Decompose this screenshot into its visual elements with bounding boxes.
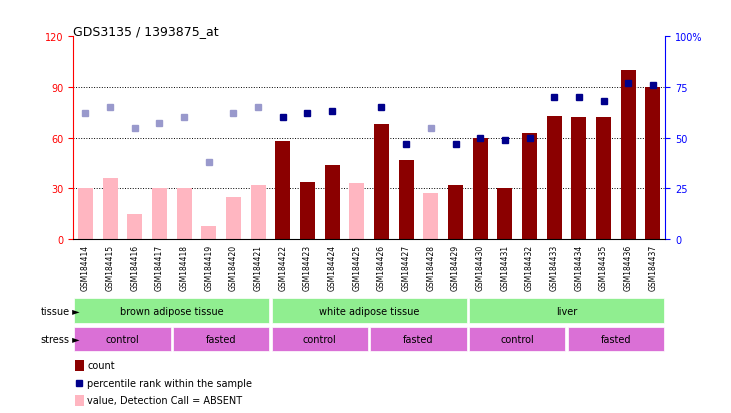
Text: control: control	[303, 334, 337, 344]
Text: GSM184436: GSM184436	[624, 244, 633, 290]
Bar	[152, 189, 167, 240]
Text: GSM184417: GSM184417	[155, 244, 164, 290]
Bar	[75, 395, 84, 406]
Text: GSM184416: GSM184416	[130, 244, 140, 290]
Text: GSM184431: GSM184431	[500, 244, 510, 290]
Text: GSM184434: GSM184434	[575, 244, 583, 290]
Bar	[251, 185, 265, 240]
Text: GSM184429: GSM184429	[451, 244, 460, 290]
Text: GSM184423: GSM184423	[303, 244, 312, 290]
Text: control: control	[105, 334, 140, 344]
Text: GSM184418: GSM184418	[180, 244, 189, 290]
Bar	[374, 125, 389, 240]
Bar	[272, 327, 368, 351]
Bar	[202, 226, 216, 240]
Bar	[300, 182, 315, 240]
Text: GSM184430: GSM184430	[476, 244, 485, 290]
Bar	[568, 327, 664, 351]
Text: tissue: tissue	[40, 306, 69, 316]
Text: GSM184426: GSM184426	[377, 244, 386, 290]
Bar	[399, 160, 414, 240]
Text: ►: ►	[69, 334, 80, 344]
Bar	[226, 197, 241, 240]
Bar	[173, 327, 269, 351]
Bar	[572, 118, 586, 240]
Text: GSM184420: GSM184420	[229, 244, 238, 290]
Bar	[177, 189, 192, 240]
Bar	[75, 360, 84, 371]
Text: GSM184421: GSM184421	[254, 244, 262, 290]
Text: GSM184435: GSM184435	[599, 244, 608, 290]
Bar	[371, 327, 466, 351]
Text: GSM184415: GSM184415	[105, 244, 115, 290]
Text: fasted: fasted	[404, 334, 433, 344]
Bar	[127, 214, 143, 240]
Bar	[645, 88, 660, 240]
Bar	[78, 189, 93, 240]
Bar	[596, 118, 611, 240]
Bar	[469, 299, 664, 323]
Text: control: control	[500, 334, 534, 344]
Text: GSM184428: GSM184428	[426, 244, 436, 290]
Text: GSM184419: GSM184419	[204, 244, 213, 290]
Text: GSM184437: GSM184437	[648, 244, 657, 290]
Bar	[102, 179, 118, 240]
Text: GSM184422: GSM184422	[279, 244, 287, 290]
Bar	[473, 138, 488, 240]
Bar	[75, 327, 170, 351]
Text: ►: ►	[69, 306, 80, 316]
Bar	[272, 299, 466, 323]
Text: stress: stress	[40, 334, 69, 344]
Text: value, Detection Call = ABSENT: value, Detection Call = ABSENT	[87, 395, 243, 405]
Bar	[522, 133, 537, 240]
Bar	[621, 71, 636, 240]
Bar	[469, 327, 565, 351]
Text: GSM184414: GSM184414	[81, 244, 90, 290]
Text: GSM184427: GSM184427	[401, 244, 411, 290]
Text: GSM184424: GSM184424	[327, 244, 337, 290]
Text: brown adipose tissue: brown adipose tissue	[120, 306, 224, 316]
Text: liver: liver	[556, 306, 577, 316]
Bar	[75, 299, 269, 323]
Text: GDS3135 / 1393875_at: GDS3135 / 1393875_at	[73, 25, 219, 38]
Text: count: count	[87, 360, 115, 370]
Text: fasted: fasted	[601, 334, 631, 344]
Bar	[276, 142, 290, 240]
Text: GSM184432: GSM184432	[525, 244, 534, 290]
Bar	[448, 185, 463, 240]
Text: GSM184433: GSM184433	[550, 244, 558, 290]
Bar	[497, 189, 512, 240]
Bar	[423, 194, 439, 240]
Text: fasted: fasted	[206, 334, 236, 344]
Text: white adipose tissue: white adipose tissue	[319, 306, 420, 316]
Text: GSM184425: GSM184425	[352, 244, 361, 290]
Bar	[547, 116, 561, 240]
Bar	[325, 165, 339, 240]
Bar	[349, 184, 364, 240]
Text: percentile rank within the sample: percentile rank within the sample	[87, 378, 252, 388]
